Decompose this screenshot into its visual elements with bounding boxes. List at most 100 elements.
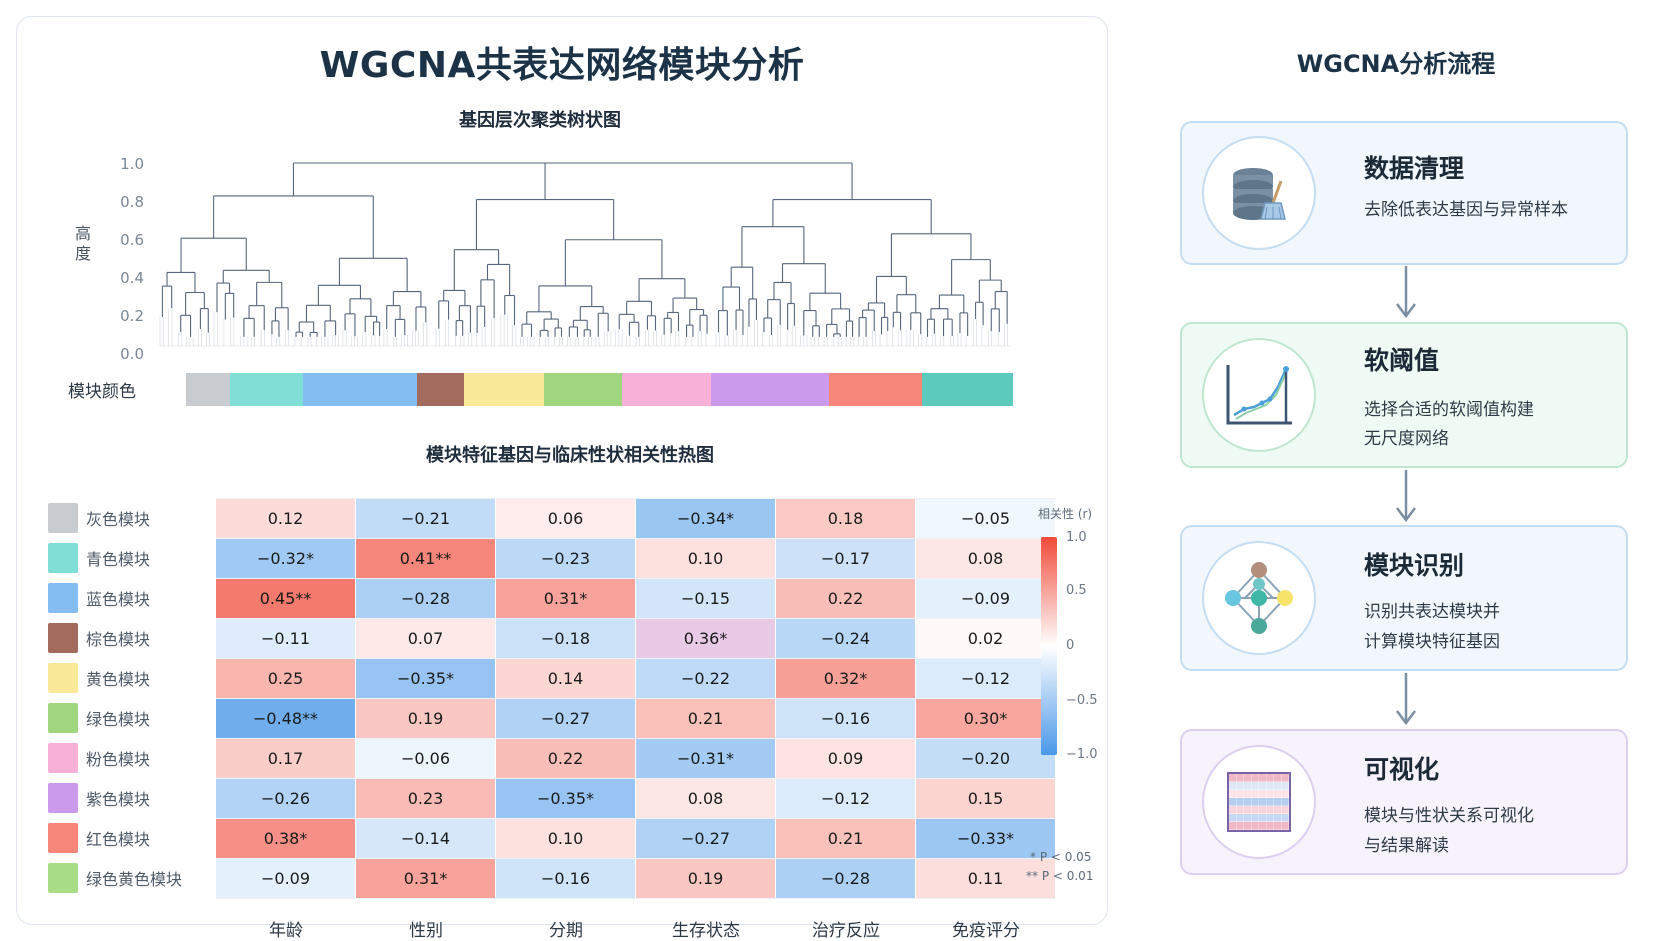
heatmap-cell: 0.30* [916, 699, 1055, 738]
heatmap-cell: 0.21 [636, 699, 775, 738]
y-tick: 1.0 [120, 155, 144, 173]
step-description: 与结果解读 [1364, 836, 1449, 856]
legend-label: 青色模块 [86, 550, 151, 569]
legend-swatch [48, 543, 78, 573]
heatmap-cell: 0.02 [916, 619, 1055, 658]
legend-item: 灰色模块 [48, 503, 150, 533]
legend-item: 红色模块 [48, 823, 150, 853]
step-heading: 模块识别 [1364, 551, 1465, 580]
module-color-strip [186, 373, 1013, 406]
heatmap-cell: 0.22 [776, 579, 915, 618]
module-color-segment [302, 373, 417, 406]
step-description: 选择合适的软阈值构建 [1364, 400, 1534, 420]
heatmap-cell: 0.45** [216, 579, 355, 618]
main-title: WGCNA共表达网络模块分析 [319, 45, 805, 86]
grid-line [216, 898, 1056, 899]
module-color-label: 模块颜色 [68, 382, 136, 402]
legend-swatch [48, 743, 78, 773]
legend-swatch [48, 583, 78, 613]
step-heading: 软阈值 [1364, 346, 1440, 375]
heatmap-icon [1202, 745, 1316, 859]
grid-line [216, 818, 1056, 819]
legend-swatch [48, 823, 78, 853]
heatmap-cell: 0.09 [776, 739, 915, 778]
y-tick: 0.0 [120, 345, 144, 363]
y-tick: 0.2 [120, 307, 144, 325]
heatmap-cell: 0.32* [776, 659, 915, 698]
legend-label: 蓝色模块 [86, 590, 151, 609]
heatmap-cell: −0.20 [916, 739, 1055, 778]
legend-item: 绿色模块 [48, 703, 150, 733]
heatmap-cell: −0.23 [496, 539, 635, 578]
heatmap-cell: −0.48** [216, 699, 355, 738]
y-tick: 0.4 [120, 269, 144, 287]
step-card-soft-threshold: 软阈值 选择合适的软阈值构建 无尺度网络 [1180, 322, 1628, 468]
step-heading: 可视化 [1364, 755, 1440, 784]
step-description: 去除低表达基因与异常样本 [1364, 200, 1568, 220]
heatmap-cell: −0.28 [356, 579, 495, 618]
heatmap-cell: −0.06 [356, 739, 495, 778]
step-card-visualization: 可视化 模块与性状关系可视化 与结果解读 [1180, 729, 1628, 875]
grid-line [216, 538, 1056, 539]
colorbar-tick: −1.0 [1066, 747, 1098, 762]
legend-item: 紫色模块 [48, 783, 150, 813]
workflow-title: WGCNA分析流程 [1296, 50, 1496, 78]
heatmap-cell: 0.38* [216, 819, 355, 858]
legend-label: 黄色模块 [86, 670, 151, 689]
step-card-module-identification: 模块识别 识别共表达模块并 计算模块特征基因 [1180, 525, 1628, 671]
heatmap-cell: −0.32* [216, 539, 355, 578]
grid-line [216, 698, 1056, 699]
grid-line [216, 778, 1056, 779]
trait-label: 免疫评分 [952, 921, 1020, 941]
heatmap-cell: 0.22 [496, 739, 635, 778]
dendrogram [159, 162, 1010, 347]
heatmap-cell: 0.17 [216, 739, 355, 778]
heatmap-cell: −0.17 [776, 539, 915, 578]
heatmap-cell: 0.18 [776, 499, 915, 538]
heatmap-cell: −0.35* [496, 779, 635, 818]
heatmap-cell: −0.31* [636, 739, 775, 778]
heatmap-cell: 0.10 [636, 539, 775, 578]
colorbar-tick: 0 [1066, 638, 1075, 653]
legend-item: 棕色模块 [48, 623, 150, 653]
heatmap-cell: 0.08 [916, 539, 1055, 578]
module-color-segment [229, 373, 303, 406]
heatmap-cell: −0.14 [356, 819, 495, 858]
module-color-segment [463, 373, 545, 406]
heatmap-cell: 0.31* [496, 579, 635, 618]
step-description: 识别共表达模块并 [1364, 602, 1500, 622]
legend-item: 绿色黄色模块 [48, 863, 182, 893]
heatmap-cell: 0.31* [356, 859, 495, 898]
arrow-down-icon [1396, 470, 1416, 523]
legend-swatch [48, 503, 78, 533]
heatmap-cell: −0.18 [496, 619, 635, 658]
legend-label: 紫色模块 [86, 790, 151, 809]
module-color-segment [544, 373, 622, 406]
heatmap-cell: 0.21 [776, 819, 915, 858]
arrow-down-icon [1396, 673, 1416, 726]
dendrogram-title: 基因层次聚类树状图 [459, 110, 621, 131]
heatmap-cell: −0.05 [916, 499, 1055, 538]
colorbar-tick: −0.5 [1066, 693, 1098, 708]
heatmap-title: 模块特征基因与临床性状相关性热图 [426, 445, 714, 466]
heatmap-cell: 0.11 [916, 859, 1055, 898]
heatmap-cell: 0.23 [356, 779, 495, 818]
legend-swatch [48, 783, 78, 813]
heatmap-cell: 0.15 [916, 779, 1055, 818]
legend-label: 棕色模块 [86, 630, 151, 649]
dendrogram-y-label: 高度 [74, 224, 91, 263]
heatmap-cell: 0.07 [356, 619, 495, 658]
heatmap-cell: −0.22 [636, 659, 775, 698]
heatmap-cell: −0.16 [776, 699, 915, 738]
soft-threshold-chart-icon [1202, 338, 1316, 452]
grid-line [216, 578, 1056, 579]
database-cleaning-icon [1202, 136, 1316, 250]
colorbar-title: 相关性 (r) [1038, 507, 1093, 521]
heatmap-cell: −0.27 [496, 699, 635, 738]
colorbar [1041, 537, 1057, 755]
heatmap-cell: 0.19 [636, 859, 775, 898]
legend-swatch [48, 703, 78, 733]
heatmap-cell: −0.15 [636, 579, 775, 618]
significance-note: * P < 0.05 [1030, 850, 1092, 864]
legend-label: 粉色模块 [86, 750, 151, 769]
